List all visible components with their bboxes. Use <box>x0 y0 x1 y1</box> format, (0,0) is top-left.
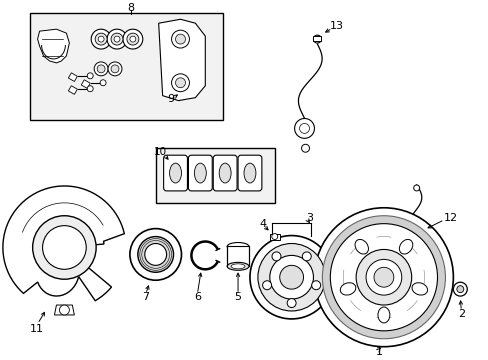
Circle shape <box>111 33 122 45</box>
Circle shape <box>413 185 419 191</box>
Circle shape <box>262 281 271 290</box>
Bar <box>313 36 321 41</box>
Text: 12: 12 <box>443 213 457 223</box>
Circle shape <box>91 29 111 49</box>
Text: 5: 5 <box>234 292 241 302</box>
Circle shape <box>127 33 139 45</box>
Ellipse shape <box>231 264 244 269</box>
Circle shape <box>271 234 277 239</box>
Circle shape <box>94 62 108 76</box>
Circle shape <box>100 80 106 86</box>
Ellipse shape <box>169 163 181 183</box>
Ellipse shape <box>244 163 255 183</box>
Circle shape <box>111 65 119 73</box>
Bar <box>68 73 77 81</box>
Circle shape <box>175 34 185 44</box>
Circle shape <box>171 74 189 92</box>
FancyBboxPatch shape <box>213 155 237 191</box>
Circle shape <box>279 265 303 289</box>
Circle shape <box>108 62 122 76</box>
Circle shape <box>122 29 142 49</box>
Text: 4: 4 <box>259 219 266 229</box>
Circle shape <box>269 255 313 299</box>
Polygon shape <box>3 186 124 301</box>
Circle shape <box>87 73 93 79</box>
Bar <box>30 13 223 121</box>
Circle shape <box>286 298 296 307</box>
Ellipse shape <box>226 262 248 270</box>
Polygon shape <box>38 29 69 63</box>
Text: 2: 2 <box>457 309 464 319</box>
Circle shape <box>257 243 325 311</box>
Circle shape <box>330 224 437 331</box>
Ellipse shape <box>219 163 231 183</box>
Circle shape <box>138 237 173 272</box>
Text: 9: 9 <box>167 94 174 104</box>
Circle shape <box>271 252 281 261</box>
Circle shape <box>130 229 181 280</box>
Ellipse shape <box>411 283 427 295</box>
Circle shape <box>313 35 321 43</box>
Circle shape <box>130 36 136 42</box>
Circle shape <box>114 36 120 42</box>
Bar <box>68 86 77 94</box>
Text: 6: 6 <box>193 292 201 302</box>
Circle shape <box>171 30 189 48</box>
Text: 3: 3 <box>305 213 312 223</box>
Text: 13: 13 <box>329 21 344 31</box>
Circle shape <box>95 33 107 45</box>
Circle shape <box>409 253 417 261</box>
Bar <box>155 148 274 203</box>
Bar <box>81 80 90 89</box>
Text: 10: 10 <box>154 147 167 157</box>
Circle shape <box>405 249 421 265</box>
Circle shape <box>60 305 69 315</box>
Text: 1: 1 <box>375 347 382 357</box>
Circle shape <box>456 286 463 293</box>
Circle shape <box>97 65 105 73</box>
Circle shape <box>175 78 185 88</box>
Bar <box>226 247 248 266</box>
Ellipse shape <box>399 239 412 254</box>
Text: 7: 7 <box>142 292 149 302</box>
Circle shape <box>294 118 314 138</box>
Ellipse shape <box>340 283 355 295</box>
Ellipse shape <box>194 163 206 183</box>
Ellipse shape <box>226 243 248 251</box>
Circle shape <box>355 249 411 305</box>
FancyBboxPatch shape <box>163 155 187 191</box>
Circle shape <box>366 260 401 295</box>
Polygon shape <box>158 19 205 100</box>
Text: 11: 11 <box>30 324 43 334</box>
Circle shape <box>42 226 86 269</box>
Circle shape <box>98 36 104 42</box>
Ellipse shape <box>377 307 389 323</box>
Circle shape <box>322 216 445 339</box>
Circle shape <box>311 281 320 290</box>
Circle shape <box>144 243 166 265</box>
Circle shape <box>373 267 393 287</box>
FancyBboxPatch shape <box>238 155 262 191</box>
Circle shape <box>107 29 127 49</box>
Circle shape <box>299 123 309 133</box>
Circle shape <box>314 208 452 347</box>
Circle shape <box>302 252 311 261</box>
Bar <box>269 234 279 239</box>
Ellipse shape <box>354 239 367 254</box>
Circle shape <box>301 144 309 152</box>
FancyBboxPatch shape <box>188 155 212 191</box>
Circle shape <box>33 216 96 279</box>
Circle shape <box>87 86 93 92</box>
Text: 8: 8 <box>127 3 134 13</box>
Polygon shape <box>54 305 74 315</box>
Circle shape <box>249 235 333 319</box>
Circle shape <box>452 282 467 296</box>
